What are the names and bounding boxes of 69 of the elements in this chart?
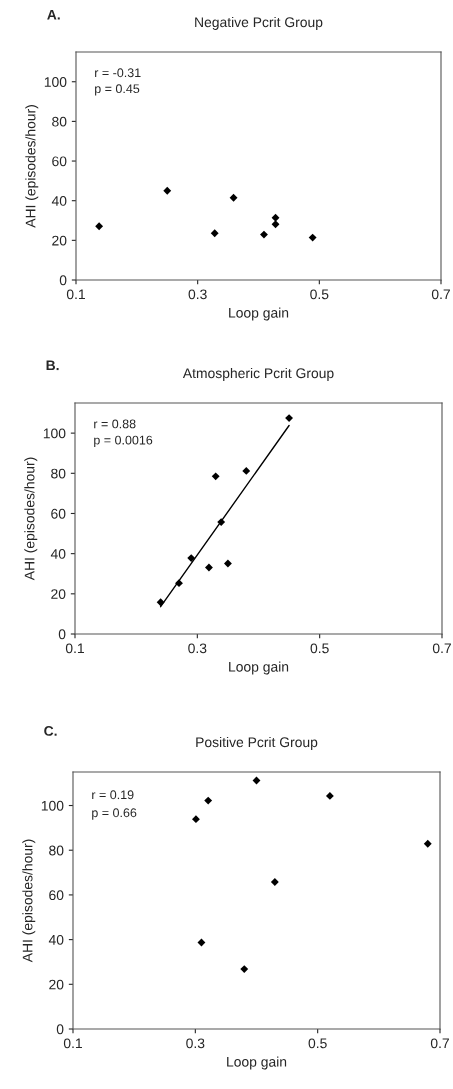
text: A. [47, 9, 60, 20]
y-tick-label: 80 [51, 468, 66, 479]
y-tick-label: 40 [48, 934, 64, 945]
x-tick-label: 0.1 [66, 289, 85, 300]
point [271, 220, 280, 229]
point [308, 233, 317, 242]
y-tick-label: 100 [44, 77, 67, 87]
y-tick-label: 40 [50, 548, 66, 559]
point [285, 414, 294, 422]
y-tick-label: 0 [59, 275, 67, 286]
y-tick-label: 100 [41, 800, 64, 811]
x-tick-label: 0.5 [310, 289, 329, 300]
chart-title: Atmospheric Pcrit Group [182, 367, 334, 381]
text: B. [46, 360, 59, 371]
x-tick-label: 0.1 [63, 1038, 82, 1049]
x-tick-label: 0.7 [431, 289, 450, 300]
y-tick-label: 0 [58, 629, 66, 640]
chart-title: Positive Pcrit Group [196, 736, 318, 750]
x-tick-label: 0.5 [308, 1038, 327, 1049]
point [229, 193, 238, 202]
x-axis-title: Loop gain [229, 661, 289, 675]
y-tick-label: 60 [49, 890, 64, 901]
y-axis-title: AHI (episodes/hour) [24, 457, 38, 581]
x-tick-label: 0.7 [432, 643, 451, 654]
y-tick-label: 40 [51, 196, 67, 206]
annotation: r = 0.88 [94, 419, 136, 429]
point [325, 791, 334, 800]
x-tick-label: 0.7 [430, 1038, 449, 1049]
point [95, 222, 104, 231]
y-tick-label: 80 [52, 116, 67, 127]
y-tick-label: 60 [51, 508, 66, 519]
annotation: p = 0.45 [95, 84, 140, 96]
point [211, 472, 220, 481]
point [156, 598, 165, 607]
point [192, 815, 200, 824]
annotation: p = 0.66 [92, 808, 137, 820]
y-tick-label: 20 [49, 979, 64, 990]
chart-title: Negative Pcrit Group [195, 16, 323, 30]
annotation: r = -0.31 [95, 68, 141, 78]
y-tick-label: 80 [49, 845, 64, 856]
x-tick-label: 0.5 [310, 643, 329, 654]
text: C. [44, 726, 57, 736]
point [204, 796, 213, 805]
point [242, 466, 251, 475]
x-tick-label: 0.1 [65, 643, 84, 654]
point [271, 213, 280, 222]
y-tick-label: 20 [51, 589, 66, 599]
y-tick-label: 60 [52, 156, 67, 167]
point [423, 839, 432, 848]
point [163, 186, 172, 195]
point [223, 559, 232, 568]
x-tick-label: 0.3 [188, 643, 207, 654]
point [240, 965, 249, 974]
annotation: p = 0.0016 [94, 435, 153, 447]
y-axis-title: AHI (episodes/hour) [25, 105, 39, 228]
x-tick-label: 0.3 [186, 1038, 205, 1049]
x-axis-title: Loop gain [229, 307, 289, 321]
y-tick-label: 20 [52, 235, 67, 246]
point [205, 563, 213, 572]
point [210, 229, 219, 238]
x-tick-label: 0.3 [188, 289, 207, 300]
y-tick-label: 0 [56, 1024, 64, 1035]
y-axis-title: AHI (episodes/hour) [22, 839, 36, 963]
annotation: r = 0.19 [92, 790, 134, 800]
point [187, 554, 196, 562]
point [260, 230, 268, 239]
y-tick-label: 100 [43, 428, 66, 439]
point [270, 878, 279, 886]
x-axis-title: Loop gain [227, 1056, 287, 1070]
